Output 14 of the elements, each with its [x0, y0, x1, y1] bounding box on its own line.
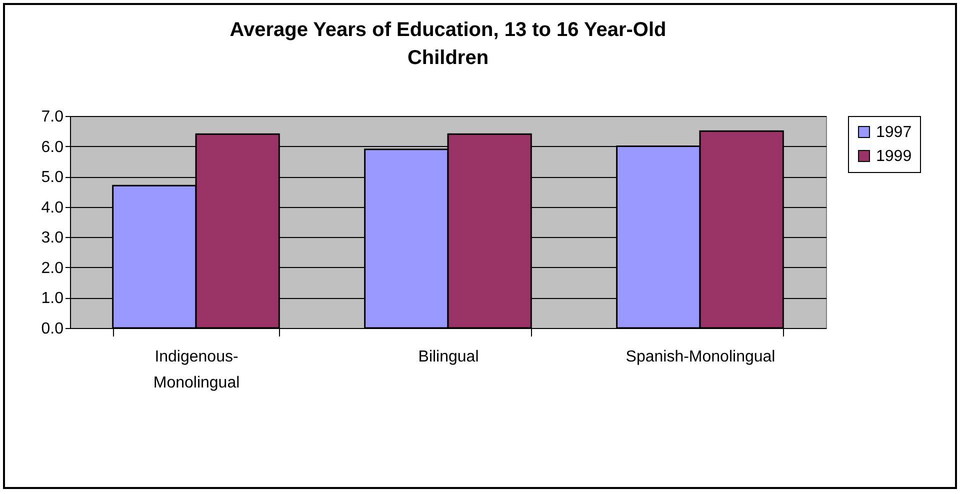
y-tick-label: 6.0	[41, 138, 64, 156]
y-tick-label: 3.0	[41, 230, 64, 247]
x-tick-label: Indigenous-Monolingual	[153, 348, 240, 392]
y-tick-label: 4.0	[41, 199, 64, 216]
y-tick-label: 5.0	[41, 169, 64, 186]
y-tick-label: 0.0	[41, 320, 64, 338]
legend-label: 1997	[876, 124, 912, 141]
y-tick-label: 1.0	[41, 290, 64, 308]
x-tick-label: Bilingual	[418, 348, 479, 366]
chart-title: Average Years of Education, 13 to 16 Year-Old Children	[230, 19, 666, 69]
legend-label: 1999	[876, 148, 912, 165]
y-tick-label: 7.0	[41, 108, 64, 126]
y-tick-label: 2.0	[41, 260, 64, 277]
x-tick-label: Spanish-Monolingual	[626, 348, 776, 366]
